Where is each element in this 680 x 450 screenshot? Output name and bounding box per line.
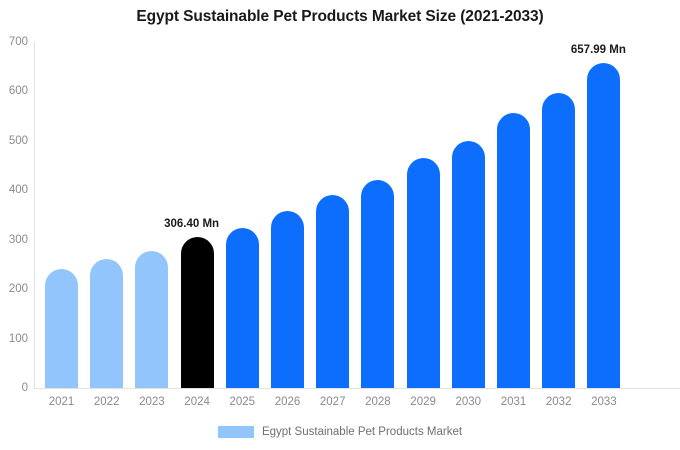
x-axis-tick-label: 2032 — [545, 396, 572, 408]
bar-2025[interactable] — [225, 227, 259, 388]
legend-swatch-icon — [217, 426, 254, 438]
bar-2028[interactable] — [361, 179, 395, 388]
y-axis-tick-label: 300 — [8, 233, 28, 246]
y-axis-tick-label: 100 — [8, 332, 28, 345]
bar-2030[interactable] — [451, 140, 485, 388]
x-axis-tick-label: 2026 — [274, 396, 301, 408]
y-axis-tick-label: 400 — [8, 184, 28, 197]
x-axis-tick-label: 2023 — [139, 396, 165, 408]
x-axis-tick-label: 2028 — [365, 396, 391, 408]
y-axis-tick-label: 200 — [8, 283, 28, 296]
bar-2021[interactable] — [45, 269, 78, 388]
chart-title: Egypt Sustainable Pet Products Market Si… — [136, 8, 544, 25]
x-axis-tick-label: 2021 — [48, 396, 75, 408]
bar-2032[interactable] — [542, 92, 576, 388]
x-axis-tick-label: 2031 — [500, 396, 527, 408]
bar-2031[interactable] — [497, 113, 530, 388]
bar-2022[interactable] — [90, 259, 124, 388]
x-axis-tick-label: 2024 — [184, 396, 210, 408]
bar-2024[interactable] — [180, 236, 214, 388]
y-axis-tick-label: 0 — [21, 382, 28, 394]
x-axis-tick-label: 2030 — [455, 396, 482, 408]
y-axis-line — [34, 42, 35, 389]
x-axis-tick-label: 2033 — [591, 396, 617, 408]
x-axis-tick-label: 2029 — [410, 396, 436, 408]
x-axis-tick-label: 2022 — [93, 396, 120, 408]
y-axis-tick-label: 500 — [8, 134, 28, 147]
data-label-2024: 306.40 Mn — [164, 217, 220, 230]
bar-2023[interactable] — [135, 251, 169, 388]
x-axis-tick-label: 2025 — [229, 396, 256, 408]
plot-area — [34, 42, 680, 388]
y-axis-tick-label: 700 — [8, 36, 28, 48]
x-axis-tick-label: 2027 — [319, 396, 346, 408]
data-label-2033: 657.99 Mn — [570, 43, 626, 56]
chart-legend: Egypt Sustainable Pet Products Market — [0, 426, 680, 438]
y-axis-tick-label: 600 — [8, 85, 28, 98]
bar-2033[interactable] — [587, 62, 621, 388]
bar-2026[interactable] — [271, 211, 304, 388]
x-axis-line — [34, 388, 680, 389]
legend-label: Egypt Sustainable Pet Products Market — [261, 426, 463, 438]
bar-2027[interactable] — [316, 194, 350, 388]
bar-2029[interactable] — [406, 158, 440, 388]
